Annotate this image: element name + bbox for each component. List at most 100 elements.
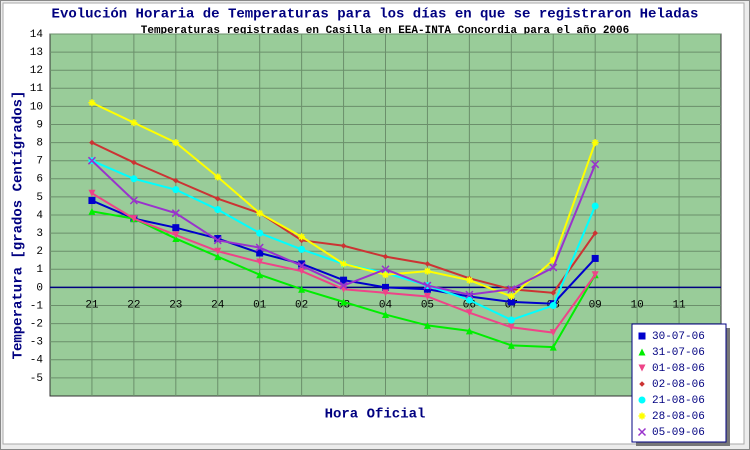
data-point — [507, 292, 515, 300]
data-point — [88, 99, 96, 107]
legend-label: 30-07-06 — [652, 331, 705, 343]
data-point — [256, 258, 264, 266]
data-point — [507, 323, 515, 331]
data-point — [172, 139, 180, 147]
data-point — [382, 311, 389, 319]
y-tick-label: 9 — [36, 119, 43, 131]
data-point — [256, 271, 264, 279]
x-tick-label: 22 — [127, 299, 140, 311]
data-point — [423, 285, 431, 293]
legend-label: 02-08-06 — [652, 379, 705, 391]
y-tick-label: 6 — [36, 174, 43, 186]
x-axis-label: Hora Oficial — [325, 407, 426, 423]
data-point — [130, 215, 138, 223]
legend-marker — [638, 332, 646, 340]
legend-box — [631, 323, 727, 443]
y-tick-label: -5 — [30, 373, 43, 385]
data-point — [214, 195, 221, 202]
data-point — [550, 290, 557, 296]
data-point — [465, 327, 473, 335]
y-tick-label: 7 — [36, 156, 43, 168]
data-point — [465, 292, 473, 300]
y-tick-label: 0 — [36, 282, 43, 294]
y-tick-label: 12 — [30, 65, 43, 77]
data-point — [381, 265, 390, 274]
x-tick-label: 24 — [211, 299, 225, 311]
data-point — [423, 267, 431, 275]
data-point — [129, 196, 138, 205]
data-point — [507, 316, 515, 324]
data-point — [130, 119, 138, 127]
data-point — [591, 202, 599, 210]
data-point — [88, 197, 96, 205]
y-tick-label: -4 — [30, 355, 44, 367]
data-point — [549, 302, 557, 309]
y-tick-label: 13 — [30, 47, 43, 59]
data-point — [88, 207, 96, 215]
x-tick-label: 21 — [85, 299, 99, 311]
data-point — [172, 231, 180, 239]
data-point — [298, 233, 306, 241]
legend-label: 21-08-06 — [652, 395, 705, 407]
data-point — [423, 321, 431, 329]
data-point — [256, 249, 264, 257]
data-point — [549, 329, 557, 337]
y-tick-label: 4 — [36, 210, 43, 222]
data-point — [130, 175, 138, 183]
data-point — [172, 235, 180, 243]
data-point — [340, 276, 348, 284]
data-point — [213, 236, 222, 245]
data-point — [382, 283, 389, 291]
data-point — [382, 289, 389, 297]
data-point — [214, 235, 222, 243]
data-point — [549, 263, 558, 272]
data-point — [507, 298, 515, 306]
data-point — [214, 206, 222, 214]
data-point — [423, 292, 431, 300]
legend-marker — [638, 348, 646, 356]
data-point — [88, 189, 96, 197]
data-point — [297, 261, 306, 270]
data-point — [256, 229, 264, 237]
data-point — [214, 173, 222, 181]
y-tick-label: 8 — [36, 138, 43, 150]
data-point — [424, 261, 431, 267]
y-tick-label: -3 — [30, 337, 43, 349]
y-tick-label: 3 — [36, 228, 43, 240]
data-point — [382, 271, 389, 279]
y-tick-label: 10 — [30, 101, 43, 113]
legend-marker — [638, 364, 646, 372]
data-point — [465, 290, 474, 299]
data-point — [382, 253, 389, 260]
y-axis-label: Temperatura [grados Centígrados] — [11, 91, 27, 360]
legend: 30-07-06 31-07-06 01-08-06 02-08-06 21-08-06… — [631, 323, 730, 446]
legend-marker — [638, 412, 646, 420]
data-point — [89, 139, 95, 146]
x-tick-label: 05 — [421, 299, 434, 311]
x-tick-label: 04 — [379, 299, 393, 311]
legend-label: 05-09-06 — [652, 427, 705, 439]
legend-marker — [638, 396, 646, 404]
data-point — [549, 343, 557, 351]
data-point — [172, 186, 180, 194]
data-point — [465, 309, 473, 317]
x-tick-label: 01 — [253, 299, 267, 311]
legend-marker — [637, 427, 647, 437]
y-tick-label: 1 — [36, 264, 43, 276]
data-point — [298, 260, 306, 268]
data-point — [591, 139, 599, 147]
y-tick-label: 5 — [36, 192, 43, 204]
legend-marker — [639, 381, 645, 387]
data-point — [591, 160, 600, 169]
data-point — [465, 276, 473, 284]
y-tick-label: -2 — [30, 319, 43, 331]
data-point — [339, 281, 348, 290]
data-point — [507, 341, 515, 349]
chart-title: Evolución Horaria de Temperaturas para l… — [52, 7, 699, 23]
data-point — [255, 243, 264, 252]
data-point — [87, 156, 96, 165]
data-point — [214, 253, 222, 261]
